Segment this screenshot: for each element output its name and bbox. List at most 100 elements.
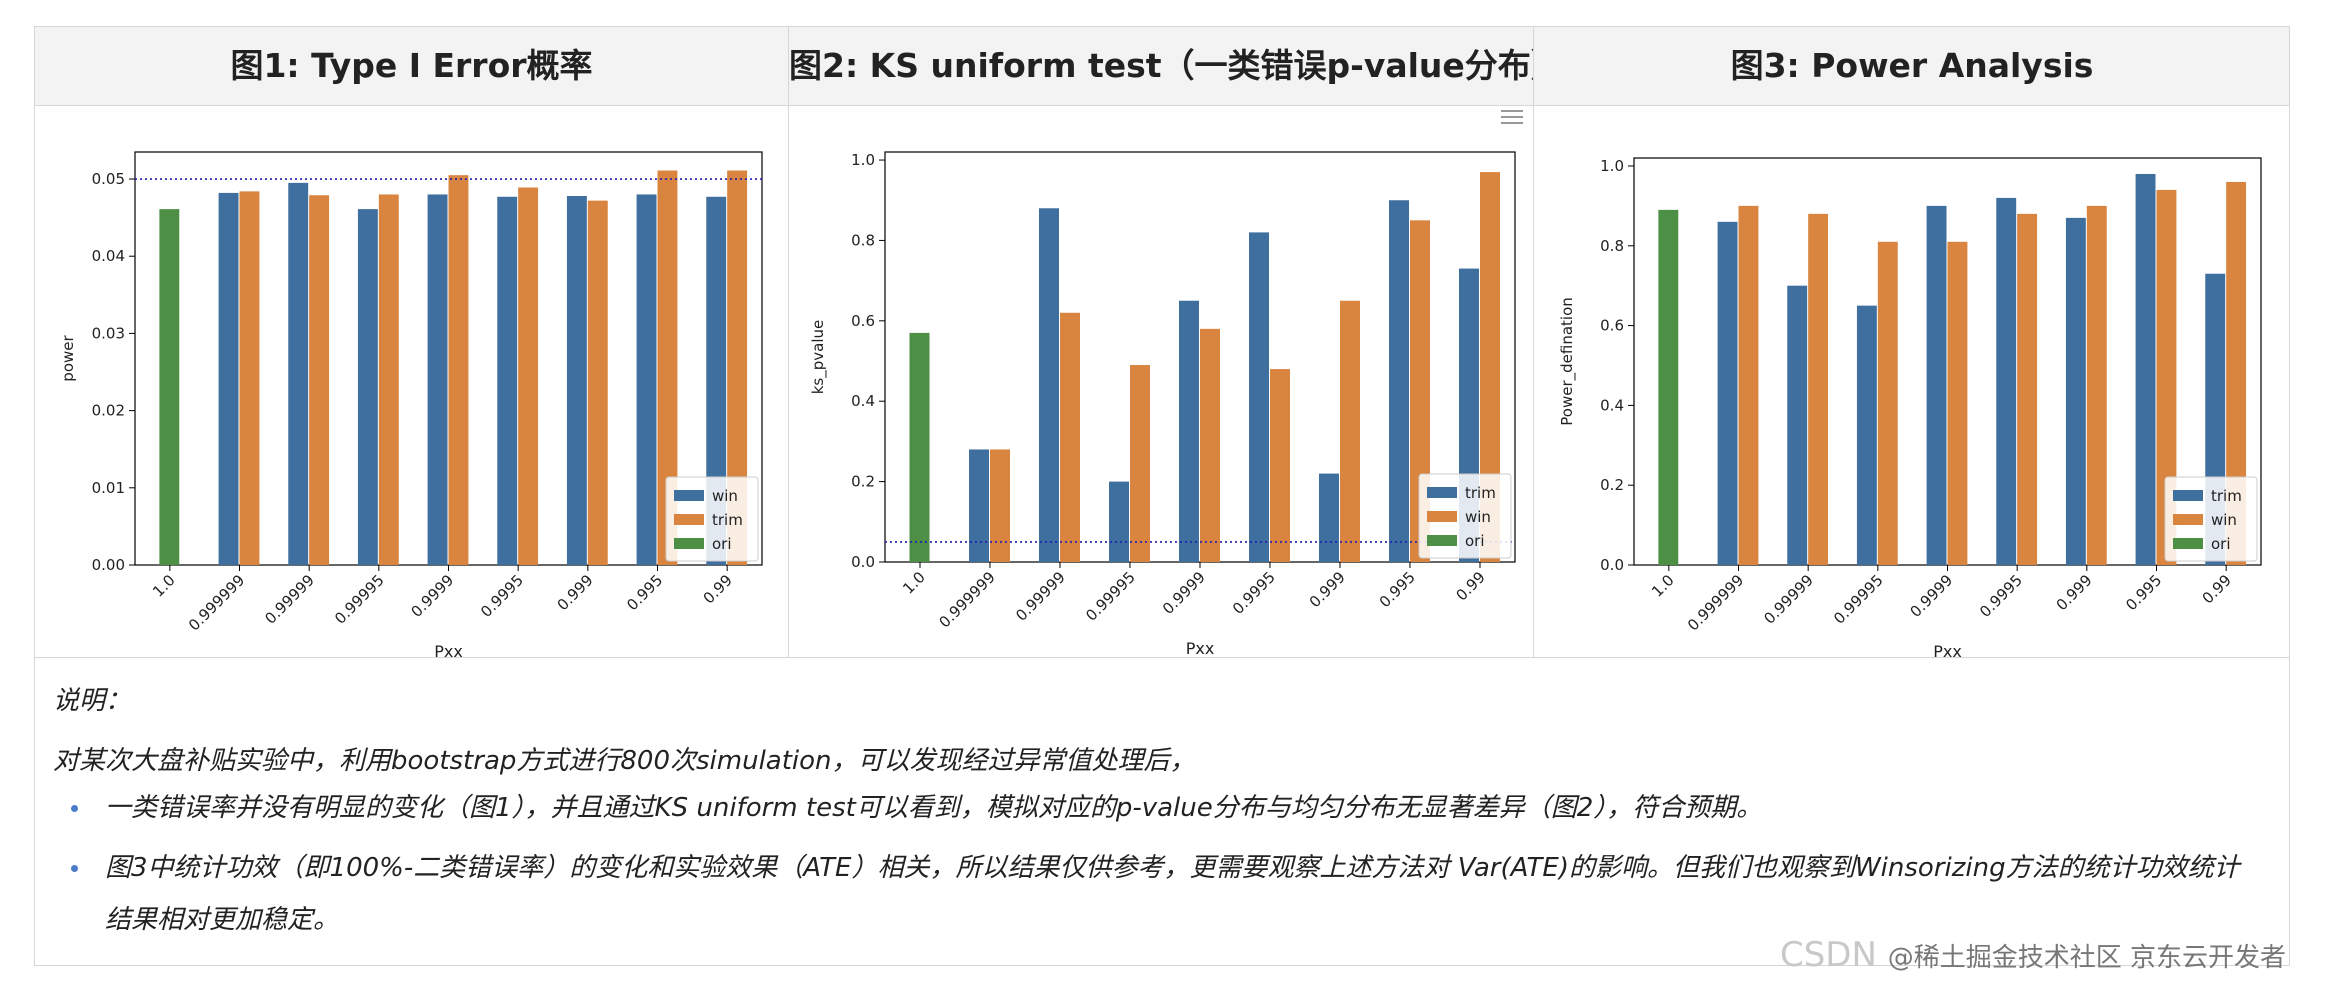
y-tick-label: 1.0: [1600, 157, 1624, 175]
legend-swatch-ori: [2173, 538, 2203, 549]
x-tick-label: 0.9999: [407, 571, 457, 621]
bar-trim: [1319, 473, 1339, 562]
bar-win: [288, 182, 309, 565]
legend-swatch-trim: [1427, 487, 1457, 498]
legend-label-ori: ori: [1465, 532, 1485, 550]
bar-win: [1130, 365, 1150, 562]
x-tick-label: 1.0: [899, 568, 929, 598]
y-tick-label: 0.05: [92, 170, 125, 188]
bar-trim: [1109, 481, 1129, 562]
watermark: CSDN @稀土掘金技术社区 京东云开发者: [1780, 935, 2286, 975]
bar-win: [1738, 205, 1759, 565]
x-tick-label: 0.99995: [331, 571, 388, 628]
x-tick-label: 0.9995: [1976, 571, 2026, 621]
bar-trim: [448, 175, 469, 565]
notes-label: 说明：: [53, 686, 132, 716]
bar-trim: [309, 195, 330, 565]
notes-intro: 对某次大盘补贴实验中，利用bootstrap方式进行800次simulation…: [53, 746, 1196, 776]
x-tick-label: 0.99: [2199, 571, 2235, 607]
x-tick-label: 0.99995: [1830, 571, 1887, 628]
panel-3-title: 图3: Power Analysis: [1730, 46, 2094, 85]
x-tick-label: 0.9995: [1229, 568, 1279, 618]
x-tick-label: 0.9999: [1159, 568, 1209, 618]
bar-trim: [518, 187, 539, 565]
notes-bullet-text: 图3中统计功效（即100%-二类错误率）的变化和实验效果（ATE）相关，所以结果…: [105, 853, 2240, 935]
x-tick-label: 0.99999: [261, 571, 318, 628]
x-tick-label: 0.9999: [1906, 571, 1956, 621]
bar-win: [1340, 300, 1360, 562]
bar-trim: [1389, 200, 1409, 562]
bar-win: [990, 449, 1010, 562]
bar-trim: [1996, 197, 2017, 565]
watermark-csdn: CSDN: [1779, 935, 1877, 975]
bar-win: [1200, 328, 1220, 562]
chart-cell-3: 0.0 0.2 0.4 0.6 0.8 1.0 1.0 0.999999 0.99999 0.99…: [1534, 106, 2290, 657]
chart-cell-2: 0.0 0.2 0.4 0.6 0.8 1.0 1.0 0.999999 0.99999 0.99…: [789, 106, 1533, 657]
legend-label-trim: trim: [712, 511, 743, 529]
y-tick-label: 1.0: [851, 151, 875, 169]
x-tick-label: 0.999: [554, 571, 597, 614]
bar-trim: [2135, 173, 2156, 565]
column-divider: [1533, 27, 1534, 657]
bar-win: [1060, 312, 1080, 562]
notes-bullet-text: 一类错误率并没有明显的变化（图1），并且通过KS uniform test可以看…: [105, 793, 1763, 823]
bar-win: [357, 209, 378, 565]
bar-trim: [657, 170, 678, 565]
y-tick-label: 0.8: [851, 231, 875, 249]
bar-trim: [378, 194, 399, 565]
legend-swatch-win: [1427, 511, 1457, 522]
bar-trim: [1926, 205, 1947, 565]
y-tick-label: 0.2: [1600, 476, 1624, 494]
chart-cell-1: 0.00 0.01 0.02 0.03 0.04 0.05 1.0 0.999999 0.999…: [35, 106, 788, 657]
power-analysis-chart: 0.00.20.40.60.81.01.0 0.999999 0.99999 0.99…: [1558, 157, 2262, 657]
menu-icon[interactable]: [1501, 110, 1523, 128]
bullet-dot-icon: [71, 865, 78, 872]
y-tick-label: 0.4: [1600, 396, 1624, 414]
legend-label-ori: ori: [2211, 535, 2231, 553]
bar-trim: [1039, 208, 1059, 562]
bar-win: [1947, 241, 1968, 565]
legend-swatch-trim: [674, 514, 704, 525]
column-divider: [788, 27, 789, 657]
legend-label-win: win: [712, 487, 738, 505]
notes-bullet-1: 一类错误率并没有明显的变化（图1），并且通过KS uniform test可以看…: [53, 782, 2253, 834]
y-axis-label: power: [59, 334, 77, 381]
bar-win: [1480, 172, 1500, 563]
bar-trim: [1179, 300, 1199, 562]
bar-win: [706, 196, 727, 565]
x-tick-label: 0.9995: [477, 571, 527, 621]
panel-2-title: 图2: KS uniform test（一类错误p-value分布）: [789, 46, 1533, 85]
y-tick-label: 0.02: [92, 402, 125, 420]
bar-trim: [969, 449, 989, 562]
legend-swatch-ori: [674, 538, 704, 549]
bar-win: [2017, 213, 2038, 566]
x-axis-label: Pxx: [1933, 642, 1962, 657]
x-tick-label: 0.995: [2122, 571, 2165, 614]
figure-table: 图1: Type I Error概率 图2: KS uniform test（一…: [34, 26, 2290, 966]
x-tick-label: 0.999999: [185, 571, 248, 634]
x-tick-label: 0.99: [1452, 568, 1488, 604]
legend-label-trim: trim: [1465, 484, 1496, 502]
bar-win: [2226, 181, 2247, 566]
row-divider: [35, 657, 2289, 658]
bar-trim: [587, 200, 608, 565]
bar-ori: [909, 332, 930, 562]
watermark-text: @稀土掘金技术社区 京东云开发者: [1887, 943, 2286, 973]
panel-1-title: 图1: Type I Error概率: [230, 46, 593, 85]
y-tick-label: 0.01: [92, 479, 125, 497]
bar-win: [1808, 213, 1829, 566]
x-axis-label: Pxx: [1186, 639, 1215, 657]
bullet-dot-icon: [71, 805, 78, 812]
x-tick-label: 0.999: [1306, 568, 1349, 611]
x-tick-label: 0.99999: [1012, 568, 1069, 625]
y-tick-label: 0.6: [1600, 317, 1624, 335]
x-tick-label: 0.999999: [935, 568, 998, 631]
bar-win: [2156, 189, 2177, 565]
legend-swatch-win: [2173, 514, 2203, 525]
bar-trim: [1787, 285, 1808, 565]
bar-win: [1270, 369, 1290, 562]
bar-win: [566, 196, 587, 565]
y-tick-label: 0.00: [92, 556, 125, 574]
bar-trim: [727, 170, 748, 565]
x-tick-label: 0.99999: [1760, 571, 1817, 628]
